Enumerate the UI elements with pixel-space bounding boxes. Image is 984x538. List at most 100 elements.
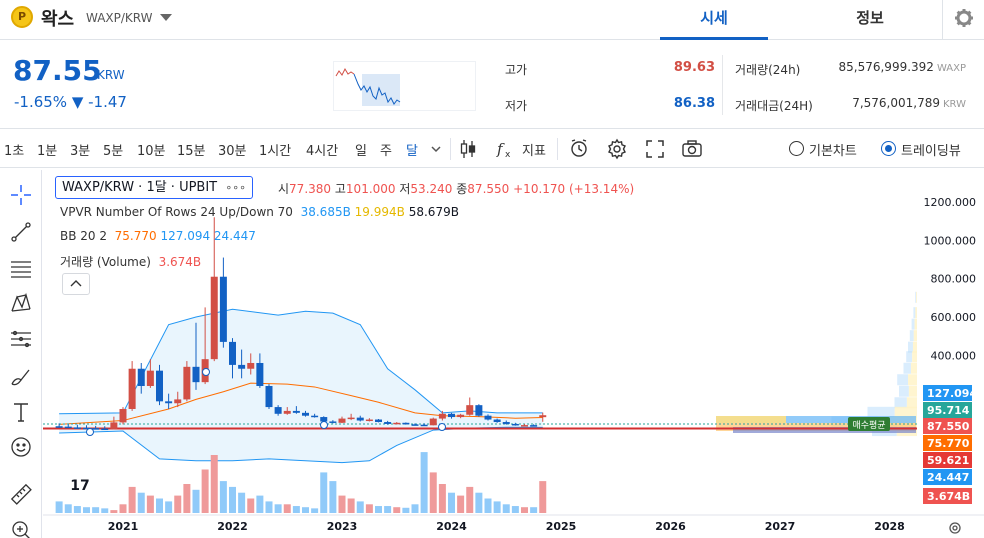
timeframe-1h[interactable]: 1시간 [259, 144, 292, 159]
header-bar: P 왁스 WAXP/KRW 시세 정보 [0, 0, 984, 40]
timeframe-1m[interactable]: 1분 [37, 144, 58, 159]
legend-more-icon[interactable]: ∘∘∘ [225, 181, 247, 194]
timeframe-week[interactable]: 주 [380, 144, 392, 159]
gear-icon[interactable] [605, 137, 629, 161]
volume-bar [119, 504, 127, 513]
fib-lines-icon[interactable] [9, 256, 33, 280]
volume-bar [356, 501, 364, 513]
y-tick-label: 400.000 [931, 349, 977, 362]
candle-body [493, 419, 501, 423]
alert-clock-icon[interactable] [567, 137, 591, 161]
volume-bar [338, 495, 346, 513]
timeframe-month[interactable]: 달 [406, 144, 418, 159]
candle-body [448, 413, 455, 418]
volume-bar [484, 498, 492, 513]
camera-icon[interactable] [680, 137, 704, 161]
tradingview-radio[interactable] [881, 141, 896, 156]
timeframe-4h[interactable]: 4시간 [306, 144, 339, 159]
timeframe-1s[interactable]: 1초 [4, 144, 25, 159]
legend-vpvr: VPVR Number Of Rows 24 Up/Down 70 38.685… [60, 205, 459, 219]
tab-quote[interactable]: 시세 [660, 0, 768, 40]
timeframe-15m[interactable]: 15분 [177, 144, 206, 159]
brush-icon[interactable] [9, 364, 33, 388]
candle-body [274, 407, 282, 414]
basic-chart-radio[interactable] [789, 141, 804, 156]
text-tool-icon[interactable] [9, 400, 33, 424]
vpvr-down-bar [912, 341, 917, 353]
zoom-in-icon[interactable] [9, 518, 33, 538]
volume-bar [247, 498, 255, 513]
low-value: 86.38 [673, 96, 715, 111]
volume-bar [475, 492, 483, 513]
timeframe-day[interactable]: 일 [355, 144, 367, 159]
toolbar-divider [450, 138, 451, 160]
volume-bar [530, 507, 538, 513]
volume-bar [64, 504, 72, 513]
indicator-button[interactable]: 지표 [522, 144, 546, 159]
timeframe-5m[interactable]: 5분 [103, 144, 124, 159]
avg-buy-badge [848, 417, 890, 431]
tradingview-logo: 17 [67, 475, 93, 495]
fullscreen-icon[interactable] [643, 137, 667, 161]
price-chart[interactable]: 매수평균 17 2021 2022 2023 2024 2025 2026 2027 2028 14… [43, 170, 984, 538]
tab-info[interactable]: 정보 [856, 9, 884, 27]
candle-body [192, 366, 200, 383]
price-scale-badge [923, 452, 972, 468]
candle-body [92, 428, 100, 430]
emoji-icon[interactable] [9, 435, 33, 459]
projection-icon[interactable] [9, 327, 33, 351]
timeframe-3m[interactable]: 3분 [70, 144, 91, 159]
price-scale-label: 3.674B [927, 490, 970, 503]
volume-bar [92, 507, 100, 513]
candlestick-icon[interactable] [456, 137, 480, 161]
chevron-down-icon[interactable] [160, 14, 172, 21]
timeframe-10m[interactable]: 10분 [137, 144, 166, 159]
crosshair-icon[interactable] [9, 183, 33, 207]
candle-body [521, 425, 528, 427]
vpvr-poc-bar [716, 416, 916, 423]
candle-body [247, 362, 255, 369]
legend-collapse-button[interactable] [62, 273, 90, 295]
coin-name: 왁스 [41, 9, 75, 30]
x-tick-label: 2026 [655, 520, 686, 533]
candle-body [256, 362, 264, 386]
vpvr-down-bar [910, 362, 917, 374]
high-label: 고가 [505, 63, 528, 77]
volume-bar [365, 504, 373, 513]
pattern-icon[interactable] [9, 291, 33, 315]
candle-body [219, 276, 227, 342]
volume-bar [502, 504, 510, 513]
candle-body [475, 405, 483, 416]
avg-buy-label: 매수평균 [852, 420, 885, 431]
price-unit: KRW [97, 68, 125, 82]
vpvr-down-bar [906, 397, 917, 409]
stat-divider [722, 55, 723, 115]
chevron-down-icon[interactable] [428, 141, 444, 157]
vpvr-up-bar [903, 362, 911, 374]
trendline-icon[interactable] [9, 220, 33, 244]
candle-body [393, 422, 401, 425]
legend-symbol[interactable]: WAXP/KRW · 1달 · UPBIT ∘∘∘ [55, 176, 254, 199]
volume-24h-label: 거래량(24h) [735, 63, 801, 77]
vpvr-up-bar [894, 397, 907, 409]
scale-settings-icon-ring [949, 522, 961, 534]
volume-24h-value: 85,576,999.392 WAXP [838, 60, 967, 74]
candle-body [238, 364, 246, 369]
candle-body [356, 417, 364, 421]
candle-body [429, 418, 437, 426]
tradingview-label[interactable]: 트레이딩뷰 [901, 144, 961, 159]
x-tick-label: 2021 [108, 520, 139, 533]
candle-body [165, 401, 173, 404]
volume-bar [128, 486, 136, 513]
chart-canvas[interactable]: 매수평균 17 2021 2022 2023 2024 2025 2026 2027 2028 14… [43, 170, 984, 538]
candle-body [402, 422, 410, 425]
basic-chart-label[interactable]: 기본차트 [809, 144, 857, 159]
price-scale-label: 127.094 [927, 387, 977, 400]
vpvr-down-bar [913, 330, 917, 342]
x-tick-label: 2022 [217, 520, 248, 533]
ruler-icon[interactable] [9, 482, 33, 506]
gear-icon[interactable] [942, 0, 984, 40]
vpvr-poc-bar [733, 427, 916, 433]
timeframe-30m[interactable]: 30분 [218, 144, 247, 159]
